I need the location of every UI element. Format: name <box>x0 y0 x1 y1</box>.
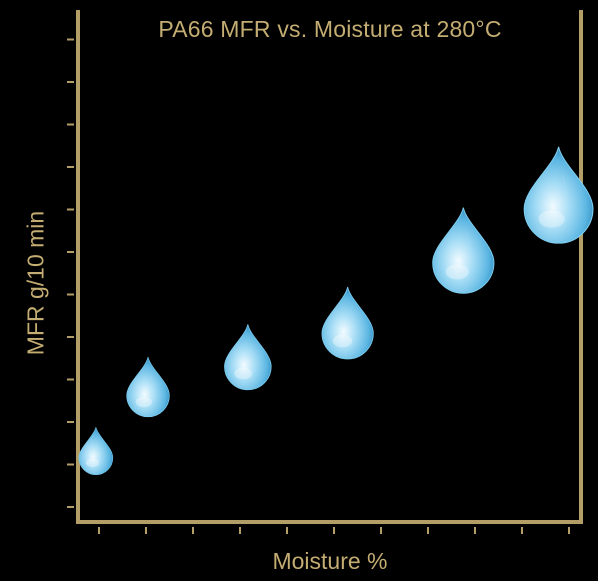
drop-body <box>224 324 272 391</box>
x-axis-label: Moisture % <box>272 548 388 574</box>
water-drop-icon <box>321 286 374 360</box>
chart-title: PA66 MFR vs. Moisture at 280°C <box>158 16 502 42</box>
drop-markers <box>78 146 594 476</box>
drop-glow <box>538 210 565 228</box>
water-drop-icon <box>432 207 495 294</box>
drop-glow <box>445 264 469 280</box>
drop-glow <box>135 396 152 408</box>
drop-glow <box>86 458 99 468</box>
drop-glow <box>332 334 353 348</box>
drop-glow <box>234 367 253 380</box>
water-drop-icon <box>78 427 114 476</box>
ticks <box>67 38 570 534</box>
water-drop-icon <box>224 324 272 391</box>
drop-body <box>321 286 374 360</box>
axes <box>76 10 583 524</box>
water-drop-icon <box>126 356 170 418</box>
drop-body <box>523 146 594 244</box>
drop-body <box>432 207 495 294</box>
drop-body <box>78 427 114 476</box>
water-drop-icon <box>523 146 594 244</box>
y-axis-label: MFR g/10 min <box>22 210 49 356</box>
drop-body <box>126 356 170 418</box>
